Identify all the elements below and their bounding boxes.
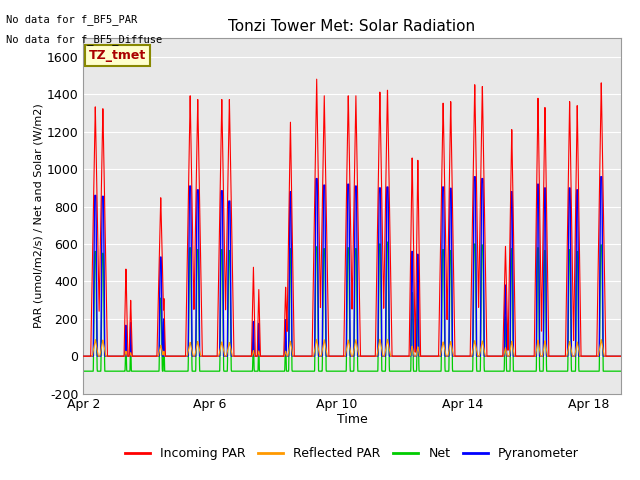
X-axis label: Time: Time	[337, 413, 367, 426]
Text: No data for f_BF5_Diffuse: No data for f_BF5_Diffuse	[6, 34, 163, 45]
Y-axis label: PAR (umol/m2/s) / Net and Solar (W/m2): PAR (umol/m2/s) / Net and Solar (W/m2)	[34, 104, 44, 328]
Legend: Incoming PAR, Reflected PAR, Net, Pyranometer: Incoming PAR, Reflected PAR, Net, Pyrano…	[120, 443, 584, 466]
Title: Tonzi Tower Met: Solar Radiation: Tonzi Tower Met: Solar Radiation	[228, 20, 476, 35]
Text: TZ_tmet: TZ_tmet	[88, 49, 146, 62]
Text: No data for f_BF5_PAR: No data for f_BF5_PAR	[6, 14, 138, 25]
